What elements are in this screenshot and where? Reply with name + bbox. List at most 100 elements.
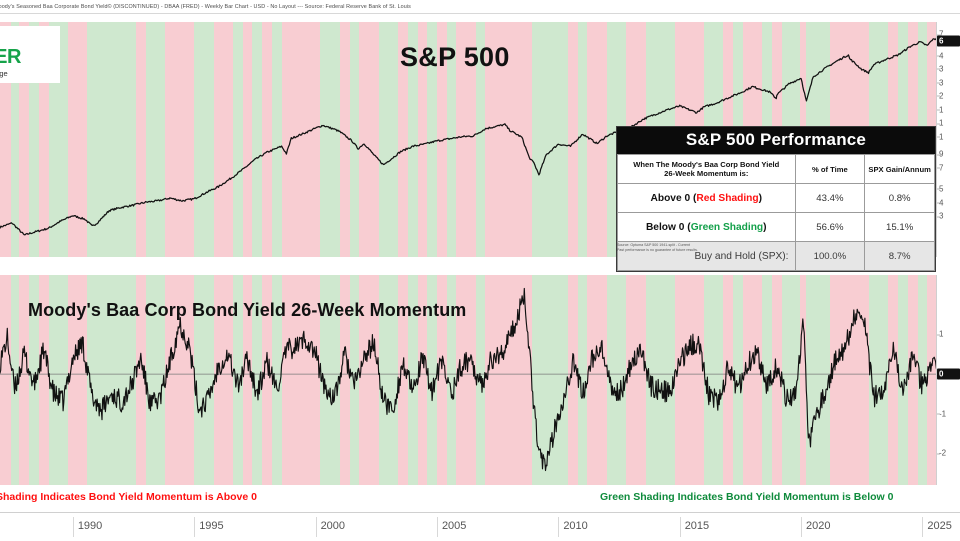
red-shading-band xyxy=(165,22,195,257)
green-shading-band xyxy=(606,275,627,485)
red-shading-band xyxy=(799,275,806,485)
green-shading-band xyxy=(320,275,340,485)
red-shading-band xyxy=(281,22,321,257)
momentum-axis-tick: 1 xyxy=(937,330,960,339)
red-shading-band xyxy=(38,22,49,257)
green-shading-band xyxy=(48,275,68,485)
red-shading-band xyxy=(213,275,234,485)
green-shading-band xyxy=(252,275,263,485)
red-shading-band xyxy=(135,275,146,485)
red-shading-band xyxy=(262,275,272,485)
green-shading-band xyxy=(446,22,457,257)
momentum-value-axis[interactable]: 1 0 -1 -2 xyxy=(936,275,960,485)
red-shading-band xyxy=(436,22,447,257)
performance-table-footnote: Source: Optuma S&P 500 1941-split - Curr… xyxy=(617,243,847,253)
red-shading-band xyxy=(568,22,578,257)
red-shading-band xyxy=(67,275,88,485)
red-shading-band xyxy=(242,275,253,485)
x-axis-tick-1990: 1990 xyxy=(72,517,102,537)
red-shading-band xyxy=(359,22,379,257)
footnote-line-1: Source: Optuma S&P 500 1941-split - Curr… xyxy=(617,243,691,247)
label-suffix: ) xyxy=(763,221,767,233)
momentum-line xyxy=(0,275,937,485)
spx-axis-tick: 1 xyxy=(937,132,960,141)
red-shading-band xyxy=(135,22,146,257)
table-row-buy-hold: Buy and Hold (SPX): 100.0% 8.7% xyxy=(617,241,935,271)
table-row: Below 0 (Green Shading) 56.6% 15.1% xyxy=(617,212,935,242)
red-shading-band xyxy=(436,275,447,485)
red-shading-band xyxy=(456,22,476,257)
green-shading-band xyxy=(271,22,282,257)
red-shading-band xyxy=(417,275,428,485)
table-row: Above 0 (Red Shading) 43.4% 0.8% xyxy=(617,183,935,213)
spx-axis-tick: 5 xyxy=(937,184,960,193)
red-shading-band xyxy=(485,22,532,257)
momentum-chart-title: Moody's Baa Corp Bond Yield 26-Week Mome… xyxy=(28,300,467,320)
green-shading-band xyxy=(781,275,800,485)
red-shading-band xyxy=(674,275,704,485)
red-shading-band xyxy=(339,275,350,485)
red-shading-band xyxy=(242,22,253,257)
red-shading-band xyxy=(927,275,937,485)
logo-line-3: lawkridge xyxy=(0,69,8,78)
green-shading-band xyxy=(475,22,486,257)
red-shading-band xyxy=(38,275,49,485)
green-shading-band xyxy=(407,22,418,257)
red-shading-band xyxy=(19,22,30,257)
momentum-axis-tick: -2 xyxy=(937,449,960,458)
x-axis-tick-1995: 1995 xyxy=(194,517,224,537)
x-axis-tick-2015: 2015 xyxy=(679,517,709,537)
spx-axis-tick: 3 xyxy=(937,78,960,87)
legend-red-shading: Shading Indicates Bond Yield Momentum is… xyxy=(0,491,257,503)
x-axis-tick-2000: 2000 xyxy=(315,517,345,537)
green-shading-band xyxy=(271,275,282,485)
legend-green-shading: Green Shading Indicates Bond Yield Momen… xyxy=(600,491,894,503)
red-shading-band xyxy=(281,275,321,485)
x-axis-year-labels[interactable]: 1990 1995 2000 2005 2010 2015 2020 2025 xyxy=(0,512,960,541)
spx-price-line xyxy=(0,22,937,257)
red-shading-band xyxy=(67,22,88,257)
green-shading-band xyxy=(252,22,263,257)
spx-axis-tick: 1 xyxy=(937,105,960,114)
red-shading-band xyxy=(723,275,734,485)
red-shading-band xyxy=(907,275,918,485)
green-shading-band xyxy=(378,275,399,485)
momentum-chart-panel[interactable] xyxy=(0,275,937,485)
header-condition: When The Moody's Baa Corp Bond Yield 26-… xyxy=(617,154,796,184)
row-above-zero-label: Above 0 (Red Shading) xyxy=(617,183,796,213)
red-shading-band xyxy=(398,275,408,485)
red-shading-band xyxy=(568,275,578,485)
red-shading-band xyxy=(165,275,195,485)
row-buy-hold-label: Buy and Hold (SPX): xyxy=(617,241,796,271)
spx-axis-tick: 4 xyxy=(937,51,960,60)
x-axis-tick-2005: 2005 xyxy=(436,517,466,537)
green-shading-band xyxy=(349,22,360,257)
red-shading-band xyxy=(456,275,476,485)
header-pct-time: % of Time xyxy=(794,154,866,184)
red-shading-band xyxy=(888,275,899,485)
green-shading-band xyxy=(898,275,908,485)
red-shading-band xyxy=(0,22,11,257)
green-shading-band xyxy=(531,22,569,257)
red-shading-band xyxy=(359,275,379,485)
row-above-zero-gain: 0.8% xyxy=(864,183,935,213)
red-shading-band xyxy=(626,275,646,485)
performance-table-title: S&P 500 Performance xyxy=(617,127,935,154)
green-shading-band xyxy=(145,275,166,485)
green-shading-band xyxy=(87,22,136,257)
table-header-row: When The Moody's Baa Corp Bond Yield 26-… xyxy=(617,154,935,184)
logo-line-2: MBER xyxy=(0,46,21,68)
red-shading-band xyxy=(339,22,350,257)
red-shading-band xyxy=(485,275,532,485)
green-shading-band xyxy=(87,275,136,485)
x-axis-tick-2010: 2010 xyxy=(558,517,588,537)
spx-axis-tick: 2 xyxy=(937,91,960,100)
momentum-current-value-label: 0 xyxy=(937,368,960,380)
red-shading-band xyxy=(19,275,30,485)
green-shading-band xyxy=(194,22,214,257)
source-header-strip: Moody's Seasoned Baa Corporate Bond Yiel… xyxy=(0,0,960,14)
spx-axis-tick: 9 xyxy=(937,150,960,159)
performance-table-grid: When The Moody's Baa Corp Bond Yield 26-… xyxy=(617,154,935,271)
